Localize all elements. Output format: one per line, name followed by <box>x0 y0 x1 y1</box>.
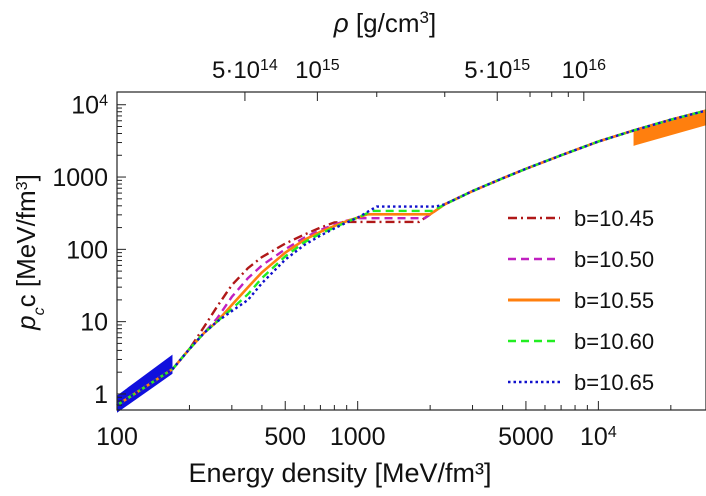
series-line-5 <box>116 109 706 407</box>
y-tick-label: 10 <box>80 309 108 337</box>
y-axis-label: pcc [MeV/fm3] <box>11 174 48 331</box>
x-tick-label: 1000 <box>330 423 386 451</box>
legend-label: b=10.45 <box>574 206 654 231</box>
eos-curves <box>116 109 706 407</box>
y-tick-label: 104 <box>71 92 108 120</box>
x-axis-label: Energy density [MeV/fm³] <box>188 458 491 488</box>
tick-labels: 100 500 1000 5000 104 1 10 100 1000 104 5·1014 1015… <box>52 57 616 452</box>
legend-label: b=10.65 <box>574 370 654 395</box>
x-tick-label: 100 <box>96 423 138 451</box>
plot-frame <box>116 91 706 411</box>
x-tick-label: 500 <box>264 423 306 451</box>
legend-label: b=10.55 <box>574 288 654 313</box>
x-tick-label: 104 <box>580 423 617 451</box>
axis-ticks <box>116 92 672 411</box>
legend-label: b=10.50 <box>574 247 654 272</box>
top-tick-label: 5·1014 <box>212 57 278 85</box>
uncertainty-band-2 <box>633 110 706 146</box>
top-tick-label: 1015 <box>295 57 340 85</box>
y-tick-label: 100 <box>66 236 108 264</box>
uncertainty-band-1 <box>117 354 173 413</box>
x-tick-label: 5000 <box>498 423 554 451</box>
top-axis-label: ρ [g/cm3] <box>333 8 436 39</box>
top-tick-label: 1016 <box>562 57 607 85</box>
y-tick-label: 1 <box>94 381 108 409</box>
y-tick-label: 1000 <box>52 164 108 192</box>
top-tick-label: 5·1015 <box>464 57 530 85</box>
legend-label: b=10.60 <box>574 329 654 354</box>
uncertainty-bands <box>117 110 706 413</box>
legend: b=10.45 b=10.50 b=10.55 b=10.60 b=10.65 <box>508 206 654 395</box>
